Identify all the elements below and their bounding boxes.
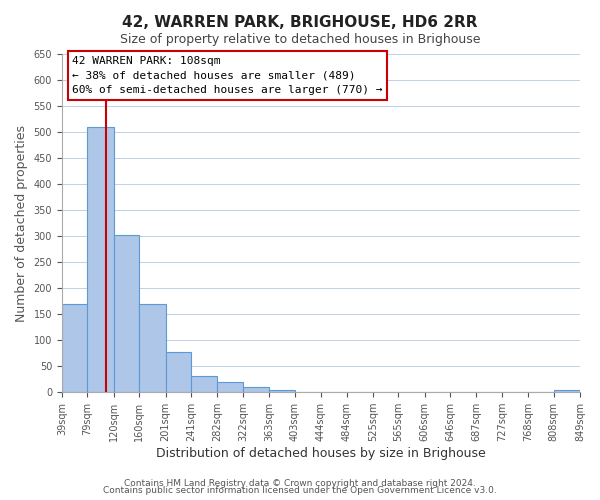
Bar [88,127,114,392]
Bar [217,382,243,392]
Bar [554,390,580,392]
Text: 42 WARREN PARK: 108sqm
← 38% of detached houses are smaller (489)
60% of semi-de: 42 WARREN PARK: 108sqm ← 38% of detached… [72,56,383,96]
Bar [166,352,191,392]
Text: Contains HM Land Registry data © Crown copyright and database right 2024.: Contains HM Land Registry data © Crown c… [124,478,476,488]
Bar [62,304,88,392]
Text: Size of property relative to detached houses in Brighouse: Size of property relative to detached ho… [120,32,480,46]
Bar [243,387,269,392]
Bar [114,235,139,392]
Text: 42, WARREN PARK, BRIGHOUSE, HD6 2RR: 42, WARREN PARK, BRIGHOUSE, HD6 2RR [122,15,478,30]
X-axis label: Distribution of detached houses by size in Brighouse: Distribution of detached houses by size … [156,447,486,460]
Bar [269,390,295,392]
Bar [139,304,166,392]
Text: Contains public sector information licensed under the Open Government Licence v3: Contains public sector information licen… [103,486,497,495]
Y-axis label: Number of detached properties: Number of detached properties [15,124,28,322]
Bar [191,376,217,392]
